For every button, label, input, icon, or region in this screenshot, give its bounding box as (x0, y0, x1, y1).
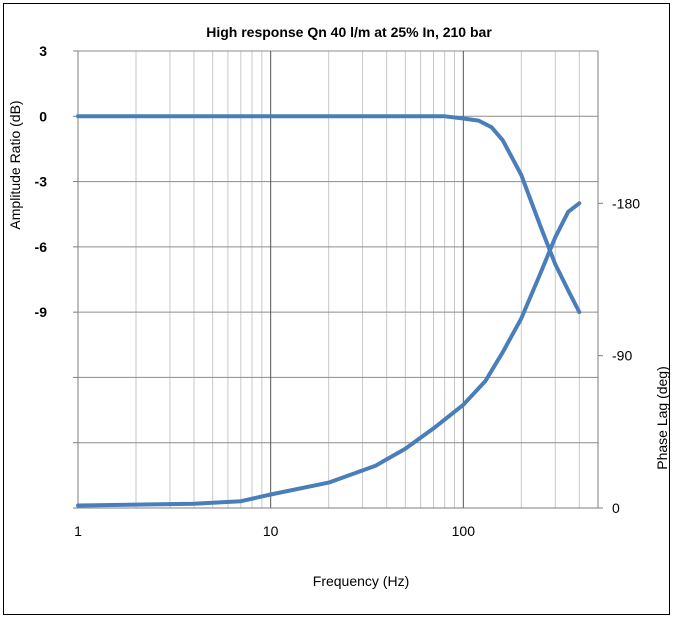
axes (73, 50, 603, 509)
left-tick-label: 3 (39, 43, 47, 59)
left-axis-label: Amplitude Ratio (dB) (7, 100, 23, 229)
left-tick-label: -6 (35, 239, 48, 255)
right-axis-label: Phase Lag (deg) (654, 366, 670, 470)
right-tick-label: 0 (612, 500, 620, 516)
right-tick-label: -90 (612, 348, 632, 364)
left-tick-label: 0 (39, 108, 47, 124)
x-tick-label: 100 (452, 523, 476, 539)
left-tick-label: -9 (35, 304, 48, 320)
left-axis-tick-labels: 3 0 -3 -6 -9 (35, 43, 48, 320)
x-tick-label: 10 (263, 523, 279, 539)
chart-title: High response Qn 40 l/m at 25% In, 210 b… (206, 24, 492, 40)
x-tick-label: 1 (74, 523, 82, 539)
x-axis-tick-labels: 1 10 100 (74, 523, 475, 539)
right-tick-label: -180 (612, 195, 640, 211)
chart-frame (3, 3, 670, 615)
phase-lag-series-line (76, 201, 582, 508)
amplitude-ratio-series-line (76, 114, 582, 315)
x-axis-label: Frequency (Hz) (313, 573, 409, 589)
minor-gridlines (135, 51, 599, 508)
left-tick-label: -3 (35, 174, 48, 190)
major-gridlines (77, 50, 598, 509)
right-axis-tick-labels: 0 -90 -180 (612, 195, 640, 516)
series-layer (76, 114, 582, 508)
